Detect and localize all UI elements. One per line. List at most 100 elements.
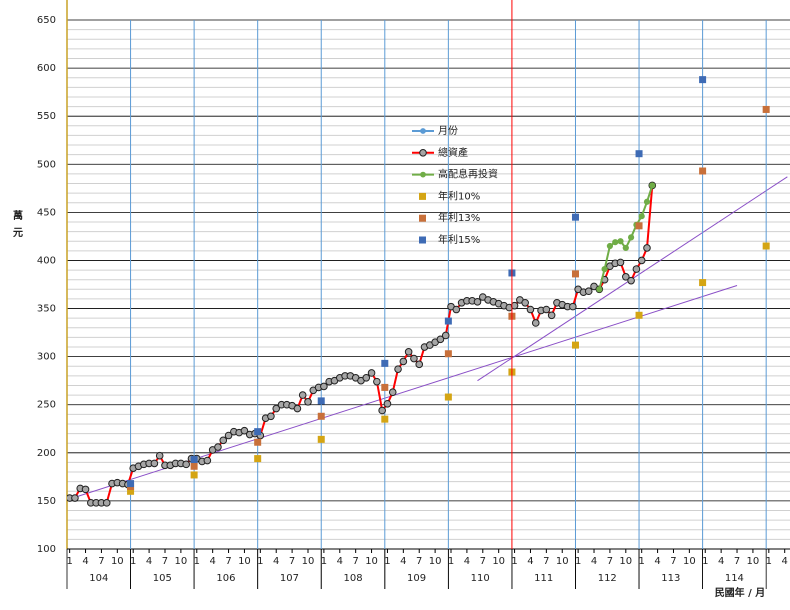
year-label: 110	[471, 573, 490, 584]
x-tick-label: 7	[734, 556, 740, 567]
point	[267, 412, 275, 421]
x-tick-label: 7	[543, 556, 549, 567]
x-tick-label: 7	[480, 556, 486, 567]
point	[638, 213, 645, 220]
x-tick-label: 10	[747, 556, 760, 567]
year-label: 109	[407, 573, 426, 584]
x-tick-label: 4	[782, 556, 788, 567]
legend-label: 月份	[438, 125, 458, 137]
x-tick-label: 4	[337, 556, 343, 567]
year-label: 114	[725, 573, 744, 584]
point	[71, 494, 79, 502]
legend-label: 年利10%	[438, 189, 480, 202]
x-tick-label: 10	[365, 556, 378, 567]
x-tick-label: 10	[492, 556, 505, 567]
x-tick-label: 1	[130, 556, 136, 567]
legend-label: 年利15%	[438, 233, 480, 246]
x-tick-label: 7	[416, 556, 422, 567]
point	[436, 335, 445, 344]
point	[622, 273, 630, 281]
point	[627, 234, 635, 241]
point	[203, 456, 212, 465]
x-tick-label: 1	[448, 556, 454, 567]
point	[102, 499, 111, 507]
x-tick-label: 7	[289, 556, 295, 567]
point	[415, 360, 424, 369]
point	[367, 369, 376, 377]
point	[383, 399, 392, 408]
point	[612, 239, 619, 246]
point	[649, 182, 656, 189]
point	[699, 76, 707, 84]
point	[293, 404, 302, 413]
x-tick-label: 1	[384, 556, 390, 567]
y-tick-label: 250	[37, 400, 56, 411]
x-tick-label: 7	[162, 556, 168, 567]
point	[444, 393, 452, 401]
point	[317, 435, 325, 443]
x-tick-label: 4	[527, 556, 533, 567]
x-tick-label: 4	[273, 556, 279, 567]
point	[272, 404, 281, 413]
point	[214, 443, 222, 451]
point	[699, 279, 707, 287]
point	[373, 377, 381, 386]
x-tick-label: 4	[654, 556, 660, 567]
x-tick-label: 4	[209, 556, 215, 567]
point	[531, 319, 540, 327]
point	[254, 438, 262, 446]
point	[190, 471, 198, 479]
point	[617, 238, 624, 245]
point	[81, 485, 90, 494]
point	[635, 311, 643, 319]
legend-label: 年利13%	[438, 211, 480, 224]
point	[224, 431, 233, 440]
point	[616, 258, 625, 267]
legend-marker	[420, 128, 426, 134]
x-tick-label: 10	[302, 556, 315, 567]
point	[510, 301, 519, 310]
point	[150, 459, 159, 468]
point	[584, 287, 593, 296]
point	[571, 341, 579, 349]
point	[622, 244, 629, 252]
point	[182, 460, 190, 469]
x-tick-label: 1	[766, 556, 772, 567]
x-tick-label: 7	[352, 556, 358, 567]
point	[378, 406, 386, 415]
year-label: 113	[661, 573, 680, 584]
x-tick-label: 1	[575, 556, 581, 567]
point	[410, 354, 418, 363]
point	[298, 391, 307, 399]
x-tick-label: 4	[591, 556, 597, 567]
point	[254, 455, 262, 463]
legend-swatch	[419, 236, 426, 244]
x-tick-label: 4	[146, 556, 152, 567]
y-tick-label: 550	[37, 111, 56, 122]
point	[521, 298, 529, 307]
x-tick-label: 10	[175, 556, 188, 567]
x-tick-label: 7	[225, 556, 231, 567]
point	[404, 348, 413, 356]
y-tick-label: 200	[37, 448, 56, 459]
point	[635, 222, 643, 230]
point	[542, 305, 551, 314]
x-tick-label: 1	[321, 556, 327, 567]
point	[699, 167, 707, 175]
x-tick-label: 10	[683, 556, 696, 567]
x-tick-label: 1	[511, 556, 517, 567]
year-label: 112	[598, 573, 617, 584]
point	[473, 298, 482, 306]
point	[381, 415, 389, 423]
point	[190, 456, 198, 464]
point	[304, 398, 312, 406]
point	[606, 242, 614, 250]
year-label: 107	[280, 573, 299, 584]
point	[601, 266, 608, 273]
year-label: 108	[343, 573, 362, 584]
point	[637, 256, 646, 265]
y-tick-label: 100	[37, 544, 56, 555]
x-tick-label: 1	[702, 556, 708, 567]
point	[388, 388, 397, 397]
